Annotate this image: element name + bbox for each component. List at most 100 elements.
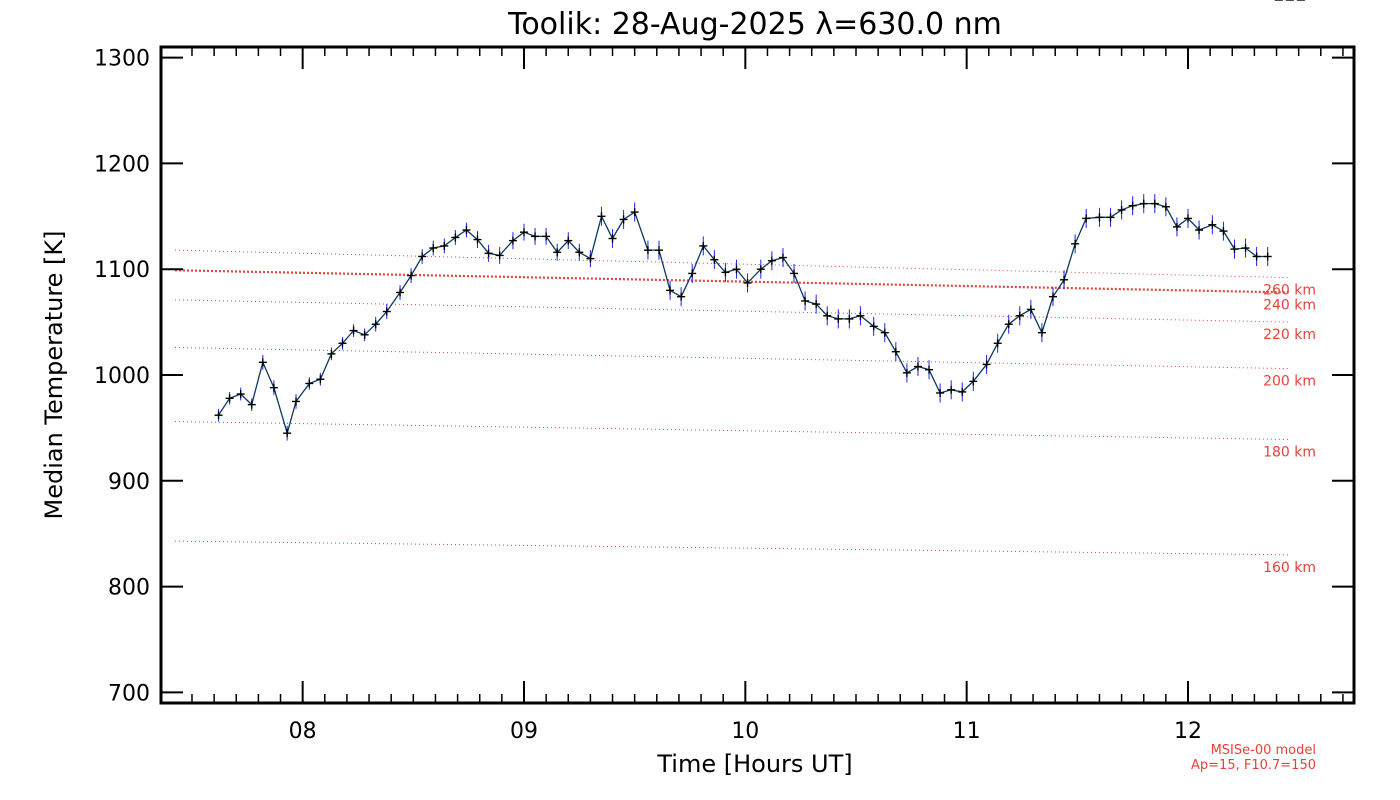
data-point bbox=[225, 394, 234, 403]
data-point bbox=[1117, 205, 1126, 214]
data-point bbox=[382, 307, 391, 316]
data-point bbox=[721, 268, 730, 277]
data-point bbox=[305, 379, 314, 388]
data-point bbox=[407, 271, 416, 280]
model-line-2 bbox=[174, 299, 1291, 323]
data-point bbox=[1026, 305, 1035, 314]
data-point bbox=[619, 215, 628, 224]
x-axis-label: Time [Hours UT] bbox=[656, 750, 852, 778]
y-tick-label: 1300 bbox=[94, 47, 150, 72]
data-point bbox=[508, 236, 517, 245]
data-point bbox=[913, 362, 922, 371]
chart-title: Toolik: 28-Aug-2025 λ=630.0 nm bbox=[507, 7, 1002, 42]
data-point bbox=[823, 311, 832, 320]
y-tick-label: 800 bbox=[108, 576, 150, 601]
data-point bbox=[396, 288, 405, 297]
data-point bbox=[801, 296, 810, 305]
data-point bbox=[1263, 252, 1272, 261]
data-point bbox=[586, 254, 595, 263]
data-point bbox=[1106, 213, 1115, 222]
data-point bbox=[1252, 252, 1261, 261]
data-point bbox=[643, 246, 652, 255]
data-point bbox=[1161, 202, 1170, 211]
data-point bbox=[440, 241, 449, 250]
data-point bbox=[1071, 239, 1080, 248]
data-point bbox=[869, 322, 878, 331]
data-point bbox=[327, 349, 336, 358]
data-point bbox=[845, 314, 854, 323]
data-point bbox=[732, 265, 741, 274]
data-point bbox=[542, 232, 551, 241]
data-point bbox=[484, 249, 493, 258]
model-line-label-2: 220 km bbox=[1263, 327, 1316, 343]
data-point bbox=[947, 385, 956, 394]
data-point bbox=[316, 375, 325, 384]
plot-frame bbox=[159, 45, 1356, 705]
data-point bbox=[495, 251, 504, 260]
data-point bbox=[756, 265, 765, 274]
data-point bbox=[1060, 275, 1069, 284]
data-point bbox=[812, 300, 821, 309]
data-point bbox=[666, 286, 675, 295]
data-point bbox=[462, 226, 471, 235]
data-point bbox=[473, 235, 482, 244]
data-point bbox=[655, 246, 664, 255]
data-point bbox=[688, 269, 697, 278]
data-point bbox=[1004, 320, 1013, 329]
data-point bbox=[1139, 199, 1148, 208]
data-point bbox=[958, 387, 967, 396]
model-line-label-3: 200 km bbox=[1263, 374, 1316, 390]
x-tick-label: 08 bbox=[289, 719, 317, 744]
data-point bbox=[936, 388, 945, 397]
data-point bbox=[1208, 220, 1217, 229]
data-point bbox=[969, 377, 978, 386]
data-point bbox=[778, 253, 787, 262]
y-tick-label: 1100 bbox=[94, 258, 150, 283]
model-line-4 bbox=[174, 421, 1291, 441]
data-point bbox=[630, 208, 639, 217]
data-point bbox=[1128, 201, 1137, 210]
y-axis-label: Median Temperature [K] bbox=[40, 230, 68, 519]
data-point bbox=[338, 339, 347, 348]
data-point bbox=[608, 234, 617, 243]
data-point bbox=[1048, 292, 1057, 301]
data-point bbox=[360, 330, 369, 339]
temperature-series bbox=[214, 0, 1305, 441]
model-line-1 bbox=[174, 269, 1291, 294]
series-line bbox=[217, 202, 1268, 436]
data-point bbox=[743, 278, 752, 287]
data-point bbox=[575, 248, 584, 257]
data-point bbox=[258, 358, 267, 367]
model-line-3 bbox=[174, 346, 1291, 370]
x-tick-label: 12 bbox=[1174, 719, 1202, 744]
model-line-5 bbox=[174, 540, 1291, 556]
data-point bbox=[710, 255, 719, 264]
data-point bbox=[553, 248, 562, 257]
data-point bbox=[1183, 214, 1192, 223]
data-point bbox=[891, 347, 900, 356]
model-line-label-4: 180 km bbox=[1263, 445, 1316, 461]
y-tick-label: 1200 bbox=[94, 152, 150, 177]
model-line-label-1: 240 km bbox=[1263, 297, 1316, 313]
y-tick-label: 900 bbox=[108, 470, 150, 495]
data-point bbox=[856, 311, 865, 320]
data-point bbox=[993, 339, 1002, 348]
model-line-label-0: 260 km bbox=[1263, 283, 1316, 299]
data-point bbox=[1195, 226, 1204, 235]
data-point bbox=[1230, 245, 1239, 254]
data-point bbox=[429, 244, 438, 253]
data-point bbox=[292, 397, 301, 406]
x-tick-label: 11 bbox=[953, 719, 981, 744]
data-point bbox=[519, 228, 528, 237]
data-point bbox=[790, 269, 799, 278]
data-point bbox=[371, 320, 380, 329]
x-tick-label: 10 bbox=[731, 719, 759, 744]
data-point bbox=[269, 383, 278, 392]
data-point bbox=[1037, 328, 1046, 337]
data-point bbox=[1241, 244, 1250, 253]
y-tick-label: 700 bbox=[108, 681, 150, 706]
data-point bbox=[247, 400, 256, 409]
data-point bbox=[925, 365, 934, 374]
data-point bbox=[880, 328, 889, 337]
